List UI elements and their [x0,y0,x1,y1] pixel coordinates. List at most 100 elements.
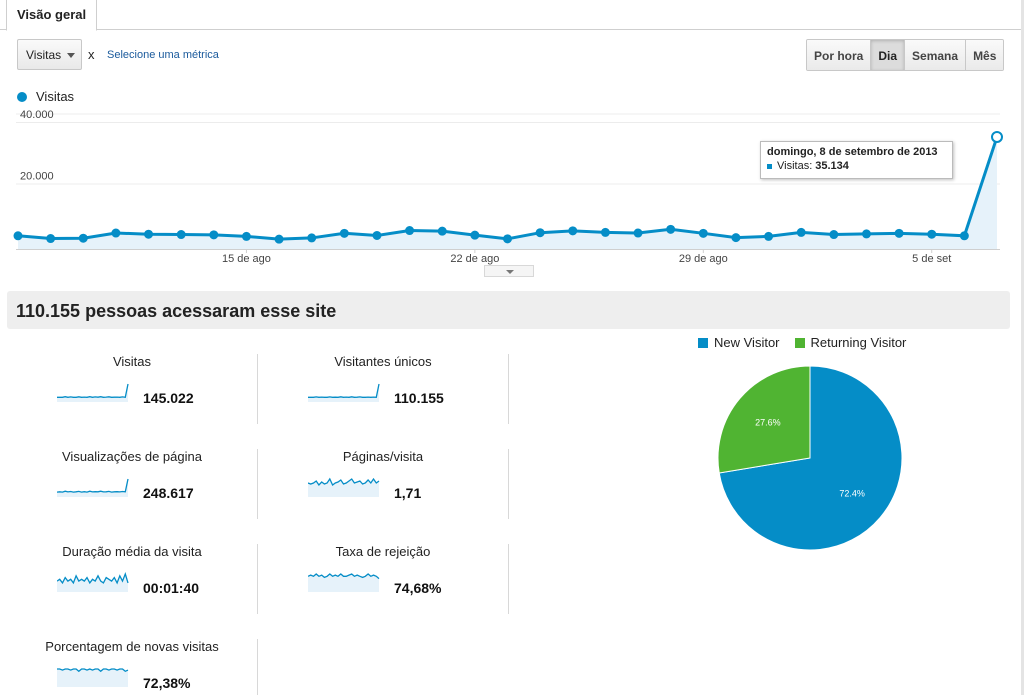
pie-slice-label: 27.6% [755,417,781,427]
metric-value: 248.617 [143,485,194,501]
data-point[interactable] [535,228,545,238]
data-point[interactable] [698,228,708,238]
data-point[interactable] [339,228,349,238]
data-point[interactable] [470,230,480,240]
data-point[interactable] [78,233,88,243]
remove-metric-button[interactable]: x [88,47,95,62]
column-divider [508,544,509,614]
metric-label: Taxa de rejeição [335,544,431,559]
metric-select-label: Visitas [26,48,62,62]
data-point[interactable] [274,234,284,244]
data-point[interactable] [176,230,186,240]
metric-sparkline [308,383,380,402]
sparkline-line [57,478,129,493]
data-point[interactable] [991,130,1003,143]
metric-label: Visualizações de página [62,449,202,464]
sparkline-area [308,384,379,402]
data-point[interactable] [307,233,317,243]
granularity-toggle: Por hora Dia Semana Mês [806,39,1005,71]
sparkline-area [57,384,128,402]
data-point[interactable] [437,226,447,236]
sparkline-line [57,383,129,399]
metric-tile[interactable]: Duração média da visita 00:01:40 [7,544,257,634]
data-point[interactable] [209,230,219,240]
sparkline-line [57,572,129,585]
data-point[interactable] [764,231,774,241]
data-point[interactable] [46,234,56,244]
sparkline-area [308,574,379,592]
metric-tile[interactable]: Taxa de rejeição 74,68% [258,544,508,634]
data-point[interactable] [503,234,512,244]
pie-slice[interactable] [718,365,903,551]
y-tick-label: 40.000 [20,110,54,121]
metric-value: 72,38% [143,675,191,691]
sparkline-area [308,479,379,497]
metric-value: 74,68% [394,580,442,596]
legend-dot-icon [17,91,27,102]
data-point[interactable] [731,233,741,243]
data-point[interactable] [959,231,969,241]
visits-line-chart[interactable]: 20.000 40.000 15 de ago 22 de ago 29 de ago 5… [0,110,1024,270]
data-point[interactable] [372,230,382,240]
data-point[interactable] [666,224,676,234]
column-divider [508,449,509,519]
granularity-week-button[interactable]: Semana [904,40,966,70]
data-point[interactable] [927,229,937,239]
chart-tooltip: domingo, 8 de setembro de 2013 Visitas: … [760,141,953,179]
metric-tile[interactable]: Páginas/visita 1,71 [258,449,508,539]
legend-swatch [794,337,805,348]
data-point[interactable] [568,226,578,236]
metric-tile[interactable]: Visitantes únicos 110.155 [258,354,508,444]
data-point[interactable] [829,230,839,240]
data-point[interactable] [111,228,121,238]
x-tick-label: 29 de ago [679,253,728,265]
scrollbar[interactable] [1021,0,1024,695]
tooltip-label: Visitas: [777,160,813,172]
data-point[interactable] [13,231,23,241]
granularity-day-button[interactable]: Dia [870,40,905,70]
data-point[interactable] [861,229,871,239]
sparkline-line [308,573,380,580]
legend-item-new-visitor[interactable]: New Visitor [698,335,780,350]
pie-slice[interactable] [717,365,811,474]
sparkline-line [308,477,380,487]
select-metric-link[interactable]: Selecione uma métrica [107,49,219,61]
data-point[interactable] [144,229,154,239]
legend-label-new-visitor: New Visitor [714,335,780,350]
tooltip-date: domingo, 8 de setembro de 2013 [767,146,938,158]
data-point[interactable] [633,228,643,238]
tab-bar: Visão geral [0,0,1024,31]
legend-item-returning-visitor[interactable]: Returning Visitor [794,335,907,350]
tab-overview[interactable]: Visão geral [6,0,98,31]
visitor-type-pie-chart[interactable]: 72.4% 27.6% [700,355,920,565]
tooltip-value: 35.134 [815,160,849,172]
data-point[interactable] [894,228,904,238]
data-point[interactable] [600,227,610,237]
chart-legend: Visitas [17,89,74,104]
metric-sparkline [57,478,129,497]
chart-collapse-handle[interactable] [484,265,534,277]
column-divider [257,449,258,519]
metric-sparkline [57,572,129,592]
metric-value: 110.155 [394,390,444,406]
metric-value: 145.022 [143,390,194,406]
granularity-month-button[interactable]: Mês [965,40,1004,70]
metric-select[interactable]: Visitas [17,39,82,70]
column-divider [508,354,509,424]
collapse-arrow-icon [506,270,514,274]
metric-tile[interactable]: Porcentagem de novas visitas 72,38% [7,639,257,695]
column-divider [257,544,258,614]
metric-sparkline [57,668,129,687]
metric-label: Visitantes únicos [334,354,432,369]
metric-value: 00:01:40 [143,580,200,596]
legend-label-returning-visitor: Returning Visitor [810,335,907,350]
data-point[interactable] [241,231,251,241]
metric-tile[interactable]: Visualizações de página 248.617 [7,449,257,539]
chevron-down-icon [67,53,75,58]
granularity-hour-button[interactable]: Por hora [807,40,871,70]
data-point[interactable] [405,226,415,236]
x-tick-label: 5 de set [912,253,951,265]
metric-tile[interactable]: Visitas 145.022 [7,354,257,444]
x-tick-label: 15 de ago [222,253,271,265]
data-point[interactable] [796,227,806,237]
